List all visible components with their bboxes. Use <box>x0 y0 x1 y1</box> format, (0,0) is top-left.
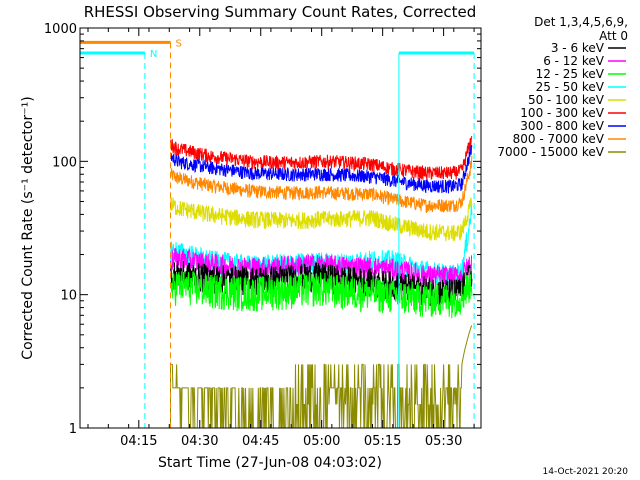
legend-label-1: 6 - 12 keV <box>543 54 605 68</box>
x-tick-label: 04:15 <box>120 434 157 449</box>
x-axis-label: Start Time (27-Jun-08 04:03:02) <box>158 455 382 471</box>
legend-label-3: 25 - 50 keV <box>536 80 605 94</box>
y-tick-label: 1000 <box>44 22 77 37</box>
x-tick-label: 04:45 <box>242 434 279 449</box>
plot-frame <box>79 27 482 429</box>
interval-label-1: S <box>176 38 182 49</box>
y-axis-label: Corrected Count Rate (s⁻¹ detector⁻¹) <box>20 96 36 359</box>
x-tick-label: 04:30 <box>181 434 218 449</box>
chart-title: RHESSI Observing Summary Count Rates, Co… <box>84 3 477 21</box>
series-line-5 <box>170 136 473 181</box>
footer-date: 14-Oct-2021 20:20 <box>543 467 629 477</box>
series-line-7 <box>170 155 473 214</box>
series-line-6 <box>170 145 473 194</box>
series-line-4 <box>170 197 473 242</box>
legend-label-4: 50 - 100 keV <box>528 93 605 107</box>
legend-label-5: 100 - 300 keV <box>520 106 604 120</box>
interval-label-0: N <box>150 49 157 60</box>
data-layer <box>169 136 473 428</box>
legend-label-8: 7000 - 15000 keV <box>497 145 604 159</box>
y-tick-label: 10 <box>60 289 77 304</box>
x-tick-label: 05:00 <box>303 434 340 449</box>
axis-layer: 1 10 100 1000 04:15 04:30 04:45 05:00 05:15 05:30 <box>44 22 481 449</box>
series-line-8 <box>169 325 473 428</box>
y-tick-label: 100 <box>52 155 77 170</box>
legend-label-0: 3 - 6 keV <box>551 41 605 55</box>
legend-header-line2: Att 0 <box>599 29 628 43</box>
x-tick-label: 05:15 <box>364 434 401 449</box>
legend-header-line1: Det 1,3,4,5,6,9, <box>534 15 628 29</box>
y-tick-label: 1 <box>69 422 77 437</box>
legend-label-7: 800 - 7000 keV <box>513 132 605 146</box>
series-line-2 <box>170 268 473 319</box>
x-tick-label: 05:30 <box>425 434 462 449</box>
legend-label-2: 12 - 25 keV <box>536 67 605 81</box>
legend-label-6: 300 - 800 keV <box>520 119 604 133</box>
